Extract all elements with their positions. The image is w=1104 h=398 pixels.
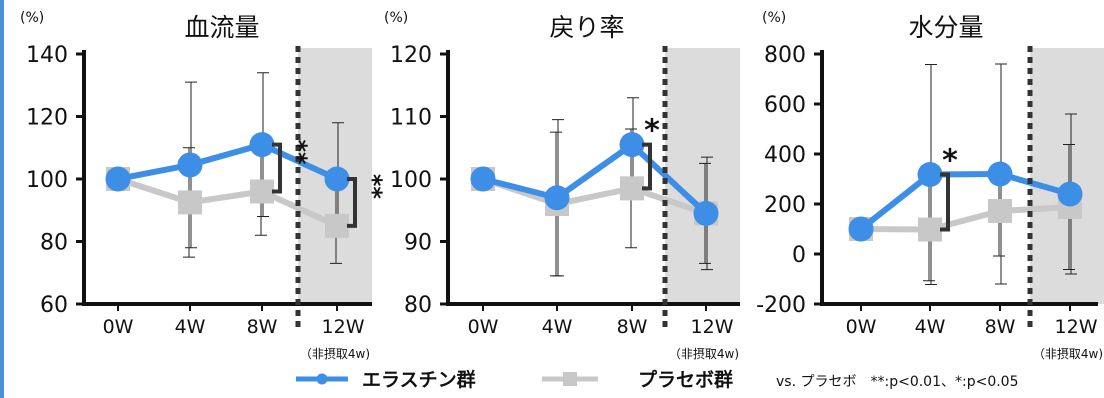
y-tick-label: 600 [764, 93, 806, 118]
data-point-elastin [470, 166, 496, 192]
y-tick-label: 100 [390, 168, 432, 193]
data-point-elastin [177, 152, 203, 178]
y-tick-label: 400 [764, 143, 806, 168]
non-intake-label: （非摂取4w) [1033, 346, 1103, 361]
series-line-elastin [482, 140, 709, 216]
x-tick-label: 8W [985, 316, 1016, 338]
x-tick-label: 0W [846, 316, 877, 338]
data-point-elastin [917, 162, 943, 187]
significance-bracket [272, 142, 282, 194]
data-point-elastin [693, 200, 719, 226]
data-point-placebo [918, 217, 942, 242]
y-tick-label: -200 [756, 293, 806, 318]
x-tick-label: 4W [542, 316, 573, 338]
x-tick-label: 12W [1055, 316, 1098, 338]
y-tick-label: 120 [390, 43, 432, 68]
non-intake-shade [1030, 48, 1104, 304]
significance-marker: ** [284, 140, 312, 166]
series-line-placebo [117, 176, 339, 229]
series-line-placebo [482, 176, 707, 217]
legend: エラスチン群 プラセボ群 vs. プラセボ **:p<0.01、*:p<0.05 [296, 368, 1019, 391]
y-tick-label: 140 [26, 43, 68, 68]
legend-elastin-label: エラスチン群 [362, 368, 476, 391]
x-tick-label: 4W [175, 316, 206, 338]
y-tick-label: 80 [40, 231, 68, 256]
data-point-elastin [619, 132, 645, 158]
data-point-placebo [325, 213, 349, 238]
data-point-elastin [324, 166, 350, 192]
data-point-elastin [544, 185, 570, 211]
y-tick-label: 110 [390, 106, 432, 131]
x-tick-label: 4W [915, 316, 946, 338]
y-tick-label: 80 [404, 293, 432, 318]
y-tick-label: 200 [764, 193, 806, 218]
x-tick-label: 0W [468, 316, 499, 338]
significance-marker: ** [359, 174, 387, 200]
data-point-elastin [987, 161, 1013, 187]
data-point-placebo [620, 176, 644, 201]
y-tick-label: 800 [764, 43, 806, 68]
series-line-placebo [860, 204, 1071, 233]
series-line-elastin [859, 170, 1071, 232]
non-intake-label: （非摂取4w) [300, 346, 370, 361]
chart-title: 戻り率 [549, 13, 624, 42]
y-unit-label: (%) [20, 10, 44, 26]
legend-placebo-marker [563, 372, 577, 386]
significance-note: vs. プラセボ **:p<0.01、*:p<0.05 [776, 374, 1019, 390]
data-point-placebo [178, 190, 202, 215]
significance-bracket [347, 177, 357, 228]
non-intake-shade [665, 48, 740, 304]
data-point-placebo [250, 179, 274, 204]
significance-bracket [940, 172, 950, 232]
data-point-elastin [249, 132, 275, 158]
x-tick-label: 0W [103, 316, 134, 338]
y-unit-label: (%) [384, 10, 408, 26]
x-tick-label: 8W [247, 316, 278, 338]
chart-panel-1: 血流量 (%) 60 80 100 120 140 0W 4W 8W 12W （非摂取4w) ** ** [20, 10, 387, 361]
left-accent-bar [0, 0, 4, 398]
chart-title: 水分量 [908, 13, 983, 42]
data-point-placebo [988, 199, 1012, 223]
legend-elastin-marker [316, 373, 328, 385]
y-tick-label: 120 [26, 106, 68, 131]
y-tick-label: 60 [40, 293, 68, 318]
x-tick-label: 12W [322, 316, 365, 338]
chart-title: 血流量 [184, 13, 259, 42]
non-intake-label: （非摂取4w) [669, 346, 739, 361]
legend-placebo-label: プラセボ群 [638, 368, 733, 391]
chart-panel-2: 戻り率 (%) 80 90 100 110 120 0W 4W 8W 12W （非摂取4w) * [384, 10, 740, 361]
x-tick-label: 12W [691, 316, 734, 338]
y-tick-label: 100 [26, 168, 68, 193]
chart-panel-3: 水分量 (%) -200 0 200 400 600 800 0W 4W 8W 12W （非摂取4w) * [756, 10, 1104, 361]
data-point-elastin [105, 166, 131, 192]
significance-marker: * [942, 144, 958, 179]
x-tick-label: 8W [617, 316, 648, 338]
y-tick-label: 90 [404, 231, 432, 256]
data-point-elastin [1057, 181, 1083, 207]
significance-marker: * [644, 114, 660, 149]
data-point-elastin [848, 216, 874, 242]
y-tick-label: 0 [792, 243, 806, 268]
significance-bracket [642, 142, 652, 191]
y-unit-label: (%) [762, 10, 786, 26]
